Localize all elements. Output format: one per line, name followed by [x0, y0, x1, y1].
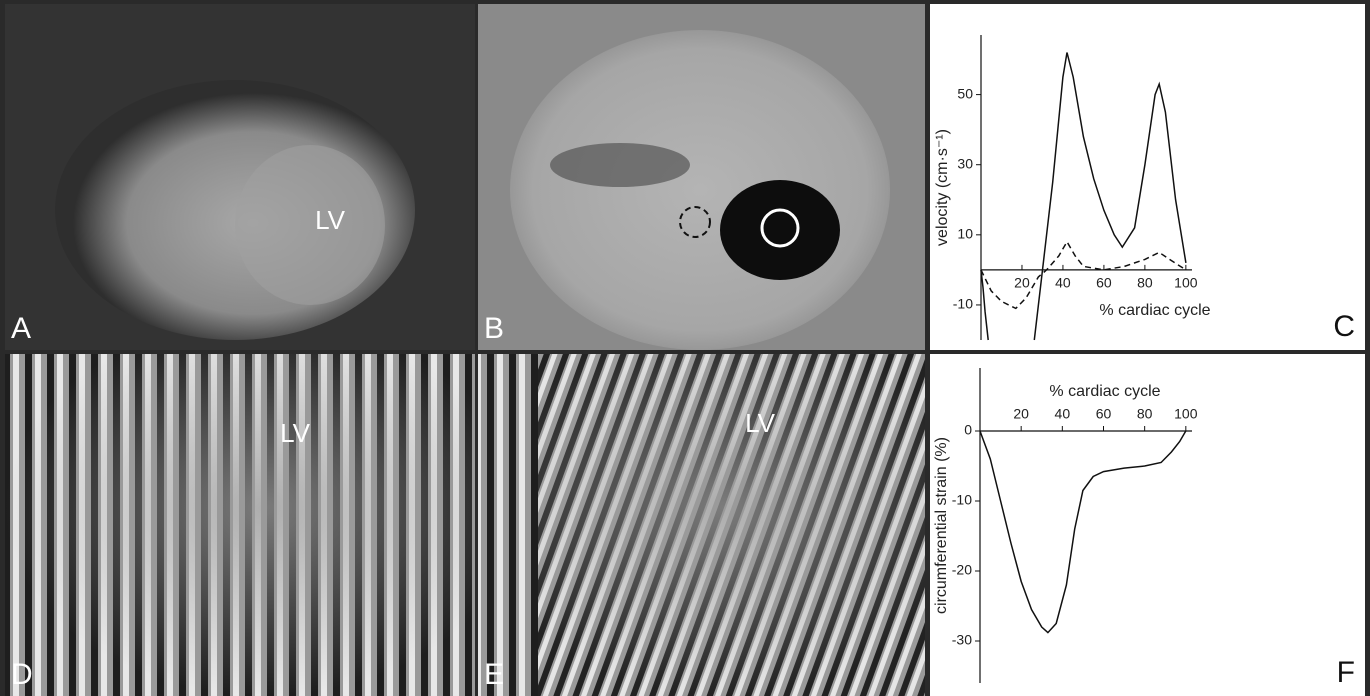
y-tick-label: 30 — [957, 155, 973, 171]
x-tick-label: 60 — [1096, 406, 1112, 422]
x-tick-label: 60 — [1096, 275, 1112, 291]
y-tick-label: 10 — [957, 226, 973, 242]
image-e-edge — [478, 354, 538, 696]
image-b-shadow — [550, 143, 690, 187]
panel-label: D — [11, 658, 33, 691]
x-tick-label: 20 — [1014, 275, 1030, 291]
image-e-overlay — [478, 354, 925, 696]
x-tick-label: 100 — [1174, 275, 1198, 291]
chart-c-bg — [930, 4, 1365, 350]
panel-label: E — [484, 658, 504, 691]
panel-label: B — [484, 312, 504, 345]
x-tick-label: 20 — [1013, 406, 1029, 422]
panel-label: F — [1337, 656, 1355, 689]
x-tick-label: 80 — [1137, 275, 1153, 291]
annotation: LV — [315, 205, 346, 235]
y-tick-label: -10 — [952, 492, 972, 508]
x-tick-label: 40 — [1055, 406, 1071, 422]
x-tick-label: 100 — [1174, 406, 1198, 422]
annotation: LV — [745, 408, 776, 438]
panel-label: C — [1333, 310, 1355, 343]
y-tick-label: -10 — [953, 296, 973, 312]
panel-label: A — [11, 312, 31, 345]
image-d-overlay — [5, 354, 475, 696]
y-tick-label: -30 — [952, 632, 972, 648]
x-axis-label: % cardiac cycle — [1099, 302, 1210, 319]
x-tick-label: 80 — [1137, 406, 1153, 422]
x-tick-label: 40 — [1055, 275, 1071, 291]
y-tick-label: 50 — [957, 85, 973, 101]
y-tick-label: 0 — [964, 422, 972, 438]
image-b-field — [510, 30, 890, 350]
y-axis-label: velocity (cm·s⁻¹) — [934, 129, 951, 246]
x-axis-label: % cardiac cycle — [1049, 383, 1160, 400]
y-axis-label: circumferential strain (%) — [933, 437, 950, 614]
image-b-lv — [720, 180, 840, 280]
y-tick-label: -20 — [952, 562, 972, 578]
figure: A LV B D LV E LV -10 10 30 50 20 40 60 80 100 % cardiac … — [0, 0, 1370, 696]
annotation: LV — [280, 418, 311, 448]
image-a-lv — [235, 145, 385, 305]
